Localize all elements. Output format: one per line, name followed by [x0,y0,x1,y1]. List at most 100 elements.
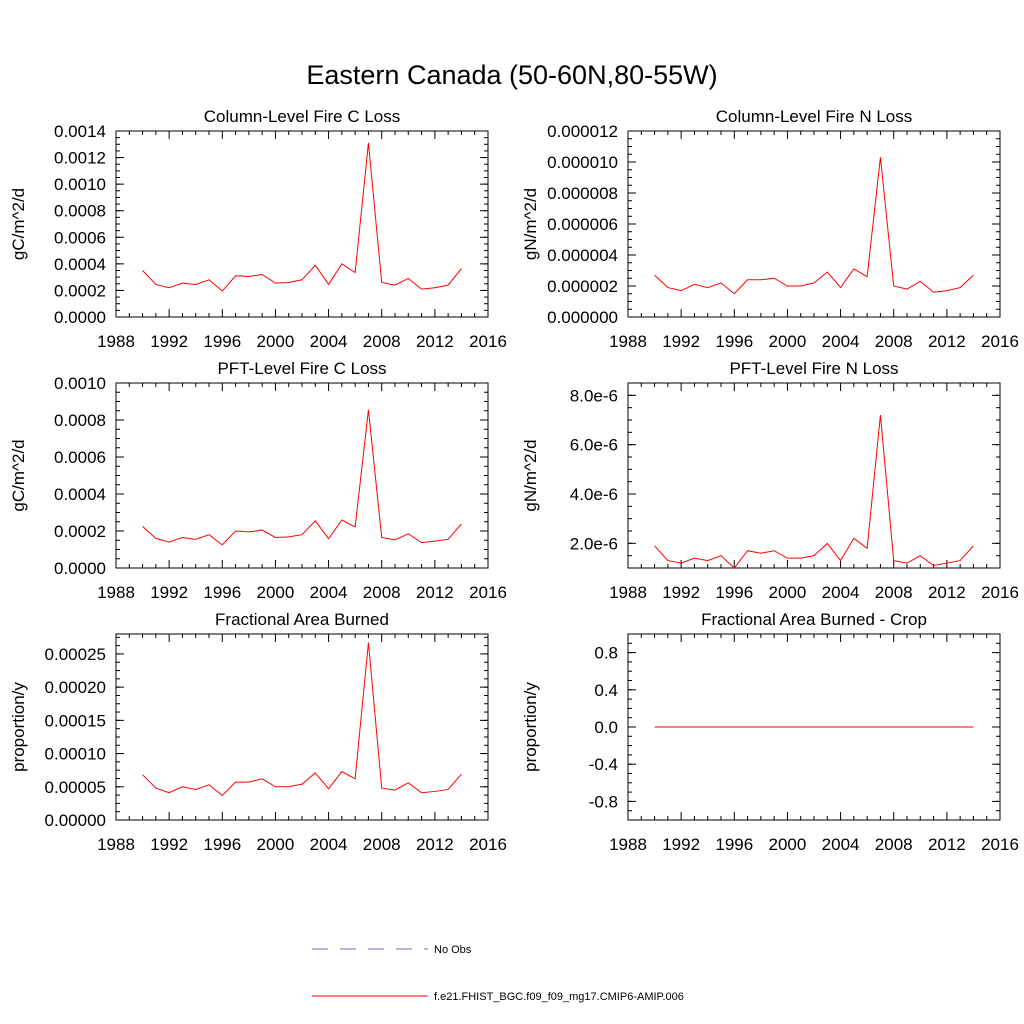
y-tick-label: 0.0012 [54,149,106,168]
x-tick-label: 2004 [822,835,860,854]
x-tick-label: 1992 [662,835,700,854]
x-tick-label: 2016 [981,332,1019,351]
y-tick-label: -0.8 [589,792,618,811]
panel-title: Fractional Area Burned [215,610,389,629]
y-tick-label: 0.4 [594,681,618,700]
series-line [654,157,974,295]
x-tick-label: 1996 [203,583,241,602]
x-tick-label: 2016 [469,583,507,602]
y-axis-label: gC/m^2/d [9,188,28,260]
plot-frame [115,382,489,569]
y-tick-label: -0.4 [589,755,618,774]
y-tick-label: 0.0000 [54,308,106,327]
y-tick-label: 0.0006 [54,448,106,467]
y-tick-label: 0.0004 [54,485,106,504]
plot-frame [627,382,1001,569]
y-tick-label: 0.00000 [45,811,106,830]
x-tick-label: 1992 [150,835,188,854]
x-tick-label: 1988 [609,583,647,602]
y-tick-label: 0.000008 [547,184,618,203]
y-tick-label: 0.0002 [54,281,106,300]
panel-title: PFT-Level Fire C Loss [217,359,386,378]
x-tick-label: 2012 [928,332,966,351]
y-tick-label: 4.0e-6 [570,485,618,504]
y-tick-label: 0.00010 [45,745,106,764]
x-tick-label: 1992 [662,332,700,351]
x-tick-label: 2008 [363,583,401,602]
y-tick-label: 0.000010 [547,153,618,172]
y-tick-label: 0.0004 [54,255,106,274]
y-tick-label: 0.8 [594,644,618,663]
legend: No Obs f.e21.FHIST_BGC.f09_f09_mg17.CMIP… [312,944,684,1003]
y-tick-label: 0.0 [594,718,618,737]
x-tick-label: 2016 [981,583,1019,602]
x-tick-label: 1988 [609,332,647,351]
panels: Column-Level Fire C Loss gC/m^2/d 1988 1992… [9,107,1019,854]
legend-label-no-obs: No Obs [434,944,472,956]
y-tick-label: 0.0002 [54,522,106,541]
x-tick-label: 1992 [150,583,188,602]
x-tick-label: 2008 [875,835,913,854]
x-tick-label: 2000 [769,332,807,351]
x-tick-label: 1992 [662,583,700,602]
chart-panel-3: PFT-Level Fire C Loss gC/m^2/d 1988 1992 199… [9,359,507,602]
y-axis-label: gC/m^2/d [9,439,28,511]
x-tick-label: 2012 [416,332,454,351]
x-tick-label: 2004 [310,835,348,854]
x-tick-label: 2004 [822,332,860,351]
y-axis-label: proportion/y [521,682,540,772]
panel-title: Fractional Area Burned - Crop [701,610,927,629]
y-tick-label: 0.0008 [54,411,106,430]
chart-panel-5: Fractional Area Burned proportion/y 1988 19… [9,610,507,854]
x-tick-label: 2008 [875,332,913,351]
series-line [142,142,462,292]
x-tick-label: 2008 [363,332,401,351]
x-tick-label: 1992 [150,332,188,351]
y-tick-label: 2.0e-6 [570,534,618,553]
y-tick-label: 0.000012 [547,122,618,141]
x-tick-label: 1996 [715,583,753,602]
x-tick-label: 2000 [257,332,295,351]
x-tick-label: 2000 [257,583,295,602]
x-tick-label: 2008 [363,835,401,854]
y-tick-label: 0.0010 [54,374,106,393]
x-tick-label: 1996 [715,332,753,351]
x-tick-label: 2000 [769,583,807,602]
x-tick-label: 2012 [416,835,454,854]
x-tick-label: 2004 [822,583,860,602]
legend-label-model: f.e21.FHIST_BGC.f09_f09_mg17.CMIP6-AMIP.… [434,991,684,1003]
panel-title: Column-Level Fire N Loss [716,107,913,126]
y-tick-label: 0.0006 [54,228,106,247]
plot-frame [115,130,489,318]
chart-panel-2: Column-Level Fire N Loss gN/m^2/d 1988 1992… [521,107,1019,351]
x-tick-label: 2012 [928,835,966,854]
x-tick-label: 1996 [203,835,241,854]
x-tick-label: 2012 [416,583,454,602]
y-tick-label: 6.0e-6 [570,436,618,455]
x-tick-label: 1988 [97,583,135,602]
y-tick-label: 0.00015 [45,711,106,730]
x-tick-label: 2000 [257,835,295,854]
y-tick-label: 0.000002 [547,277,618,296]
y-tick-label: 0.000006 [547,215,618,234]
series-line [142,642,462,797]
x-tick-label: 1996 [203,332,241,351]
figure-title: Eastern Canada (50-60N,80-55W) [306,60,717,90]
y-tick-label: 0.00020 [45,678,106,697]
y-tick-label: 8.0e-6 [570,386,618,405]
y-tick-label: 0.000000 [547,308,618,327]
series-line [142,409,462,546]
x-tick-label: 1996 [715,835,753,854]
x-tick-label: 2012 [928,583,966,602]
x-tick-label: 2016 [981,835,1019,854]
y-tick-label: 0.00025 [45,645,106,664]
x-tick-label: 2008 [875,583,913,602]
y-tick-label: 0.000004 [547,246,618,265]
y-axis-label: proportion/y [9,682,28,772]
y-tick-label: 0.0014 [54,122,106,141]
y-tick-label: 0.0010 [54,175,106,194]
y-tick-label: 0.00005 [45,778,106,797]
x-tick-label: 2016 [469,332,507,351]
series-line [654,415,974,569]
